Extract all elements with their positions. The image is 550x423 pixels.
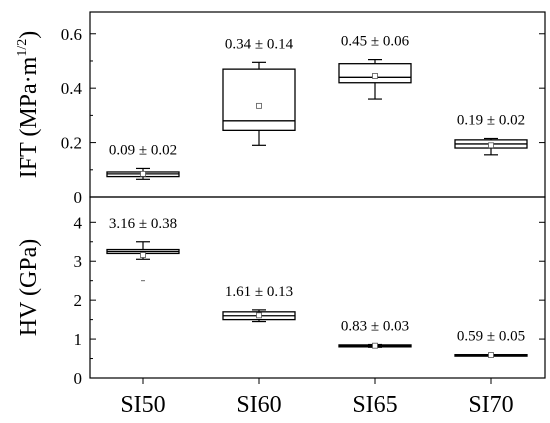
top-y-tick-label: 0.4 — [61, 79, 83, 98]
bottom-mean-marker — [140, 252, 146, 258]
top-y-tick-label: 0.2 — [61, 134, 82, 153]
bottom-box-si60 — [222, 309, 296, 323]
bottom-y-tick-label: 3 — [74, 252, 83, 271]
top-y-axis-label-close: ) — [16, 31, 42, 39]
bottom-mean-marker — [372, 342, 378, 349]
top-mean-marker — [372, 73, 378, 79]
top-data-label-si50: 0.09 ± 0.02 — [109, 142, 177, 158]
bottom-data-label-si60: 1.61 ± 0.13 — [225, 284, 293, 300]
x-tick-label-si70: SI70 — [468, 392, 513, 418]
bottom-box-si70 — [454, 352, 528, 358]
bottom-data-label-si70: 0.59 ± 0.05 — [457, 329, 525, 345]
top-y-axis-label-exponent: 1/2 — [15, 39, 30, 57]
top-iqr-box — [222, 68, 296, 131]
top-mean-marker — [256, 102, 262, 109]
bottom-y-tick-label: 4 — [74, 213, 83, 232]
x-tick-label-si50: SI50 — [120, 392, 165, 418]
top-mean-marker — [140, 170, 146, 177]
top-box-si70 — [454, 137, 528, 156]
bottom-y-tick-label: 0 — [74, 369, 83, 388]
bottom-box-si50 — [106, 241, 180, 282]
top-box-si65 — [338, 59, 412, 100]
bottom-mean-marker — [488, 352, 494, 358]
bottom-y-tick-label: 2 — [74, 291, 83, 310]
x-tick-label-si65: SI65 — [352, 392, 397, 418]
top-mean-marker — [488, 142, 494, 149]
bottom-mean-marker — [256, 312, 262, 319]
bottom-data-label-si65: 0.83 ± 0.03 — [341, 319, 409, 335]
top-box-si60 — [222, 61, 296, 146]
top-data-label-si70: 0.19 ± 0.02 — [457, 113, 525, 129]
x-tick-label-si60: SI60 — [236, 392, 281, 418]
bottom-data-label-si50: 3.16 ± 0.38 — [109, 216, 177, 232]
bottom-y-axis-label: HV (GPa) — [16, 239, 42, 337]
bottom-y-axis-label-text: HV (GPa) — [16, 239, 42, 337]
bottom-panel-frame — [89, 196, 546, 379]
top-data-label-si65: 0.45 ± 0.06 — [341, 34, 410, 50]
top-panel-frame — [89, 11, 546, 198]
top-y-tick-label: 0.6 — [61, 25, 82, 44]
top-y-axis-label: IFT (MPa·m1/2) — [15, 31, 42, 178]
top-box-si50 — [106, 167, 180, 180]
top-data-label-si60: 0.34 ± 0.14 — [225, 36, 294, 52]
top-y-axis-label-text: IFT (MPa·m — [16, 56, 42, 178]
bottom-box-si65 — [338, 342, 412, 349]
text-layer: 0 0.2 0.4 0.6 0.09 ± 0.02 0.34 ± 0.14 0.45 ± 0… — [15, 25, 525, 418]
bottom-y-tick-label: 1 — [74, 330, 83, 349]
marks-layer — [106, 59, 528, 358]
top-y-tick-label: 0 — [74, 188, 83, 207]
axes-layer — [89, 11, 546, 384]
